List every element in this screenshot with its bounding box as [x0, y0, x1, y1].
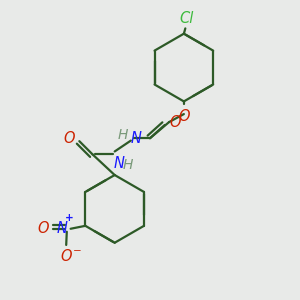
Text: N: N	[113, 156, 124, 171]
Text: +: +	[65, 214, 74, 224]
Text: H: H	[123, 158, 133, 172]
Text: O: O	[37, 221, 49, 236]
Text: O: O	[61, 249, 72, 264]
Text: O: O	[169, 115, 181, 130]
Text: N: N	[57, 221, 68, 236]
Text: N: N	[131, 131, 142, 146]
Text: H: H	[118, 128, 128, 142]
Text: −: −	[73, 246, 81, 256]
Text: O: O	[178, 109, 190, 124]
Text: Cl: Cl	[180, 11, 194, 26]
Text: O: O	[63, 131, 75, 146]
